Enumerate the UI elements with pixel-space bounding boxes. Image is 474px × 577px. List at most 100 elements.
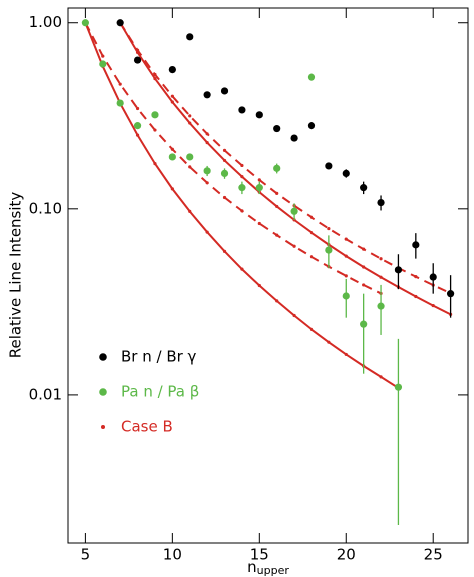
x-tick-label: 10 xyxy=(163,546,182,564)
model-point xyxy=(362,247,366,251)
model-point xyxy=(240,209,244,213)
model-point xyxy=(153,76,157,81)
data-point xyxy=(203,167,211,175)
x-axis-label-main: n xyxy=(247,558,257,576)
legend-label: Br n / Br γ xyxy=(121,348,197,366)
model-point xyxy=(379,375,383,379)
model-point xyxy=(309,255,314,259)
model-point xyxy=(188,209,192,213)
data-point xyxy=(220,87,229,95)
model-point xyxy=(170,100,174,104)
x-tick-label: 20 xyxy=(337,546,356,564)
data-point xyxy=(360,184,368,192)
model-point xyxy=(135,106,140,111)
model-point xyxy=(222,195,227,200)
model-point xyxy=(222,158,227,163)
data-point xyxy=(168,65,176,74)
y-axis-label: Relative Line Intensity xyxy=(7,192,25,359)
model-point xyxy=(153,72,157,77)
model-point xyxy=(344,274,348,278)
model-curve xyxy=(119,22,452,316)
data-point xyxy=(238,184,246,192)
data-point xyxy=(168,153,176,161)
model-point xyxy=(118,82,122,86)
data-point xyxy=(186,33,194,41)
data-point xyxy=(238,106,246,114)
model-point xyxy=(170,147,174,151)
data-point xyxy=(255,184,263,192)
model-point xyxy=(205,140,209,145)
data-point xyxy=(377,302,385,310)
plot-frame xyxy=(67,7,469,544)
data-point xyxy=(360,320,368,328)
model-point xyxy=(362,283,366,287)
model-point xyxy=(205,181,209,185)
data-point xyxy=(447,290,455,298)
model-point xyxy=(344,237,348,241)
model-point xyxy=(414,275,418,279)
model-point xyxy=(309,231,314,235)
model-point xyxy=(135,48,140,52)
data-point xyxy=(307,73,316,81)
model-point xyxy=(257,221,261,226)
data-point xyxy=(394,266,403,274)
model-point xyxy=(275,233,279,237)
data-point xyxy=(151,111,159,119)
x-tick-label: 15 xyxy=(250,546,269,564)
model-point xyxy=(327,226,331,231)
data-point xyxy=(290,207,298,215)
model-point xyxy=(188,114,192,118)
model-point xyxy=(240,163,244,168)
data-point xyxy=(273,164,281,172)
model-point xyxy=(275,204,279,209)
model-point xyxy=(327,340,331,344)
model-point xyxy=(188,165,192,169)
model-point xyxy=(257,178,261,182)
data-point xyxy=(377,198,385,207)
x-tick-label: 5 xyxy=(81,546,91,564)
model-point xyxy=(170,94,174,98)
model-point xyxy=(309,327,314,331)
model-point xyxy=(153,128,157,132)
model-point xyxy=(257,283,261,288)
x-axis-label-sub: upper xyxy=(257,564,290,577)
model-point xyxy=(275,299,279,303)
model-point xyxy=(135,133,140,137)
model-point xyxy=(205,230,209,234)
data-point xyxy=(429,273,437,281)
model-point xyxy=(205,132,209,136)
data-point xyxy=(133,56,142,64)
model-point xyxy=(275,191,279,196)
model-point xyxy=(362,265,366,269)
model-point xyxy=(170,187,174,191)
model-point xyxy=(309,215,314,219)
data-point xyxy=(307,122,316,130)
data-point xyxy=(99,60,107,68)
data-point xyxy=(394,383,403,391)
data-point xyxy=(81,19,89,27)
data-point xyxy=(133,122,142,130)
model-point xyxy=(414,294,418,299)
data-point xyxy=(273,124,281,133)
data-point xyxy=(220,169,229,177)
model-curve xyxy=(84,22,399,389)
model-curve xyxy=(84,22,382,295)
data-point xyxy=(342,292,350,300)
y-tick-label: 1.00 xyxy=(29,13,62,31)
model-point xyxy=(240,174,244,179)
model-point xyxy=(344,254,348,258)
y-tick-label: 0.10 xyxy=(29,199,62,217)
data-point xyxy=(255,111,263,119)
data-point xyxy=(342,169,350,177)
data-point xyxy=(325,246,333,254)
data-point xyxy=(203,91,211,99)
data-point xyxy=(290,134,298,142)
data-point xyxy=(325,162,333,170)
model-point xyxy=(379,257,383,261)
x-axis-label: nupper xyxy=(247,558,289,577)
model-point xyxy=(188,121,192,125)
legend-marker xyxy=(99,353,107,361)
model-curve xyxy=(119,22,452,295)
model-point xyxy=(292,244,296,248)
